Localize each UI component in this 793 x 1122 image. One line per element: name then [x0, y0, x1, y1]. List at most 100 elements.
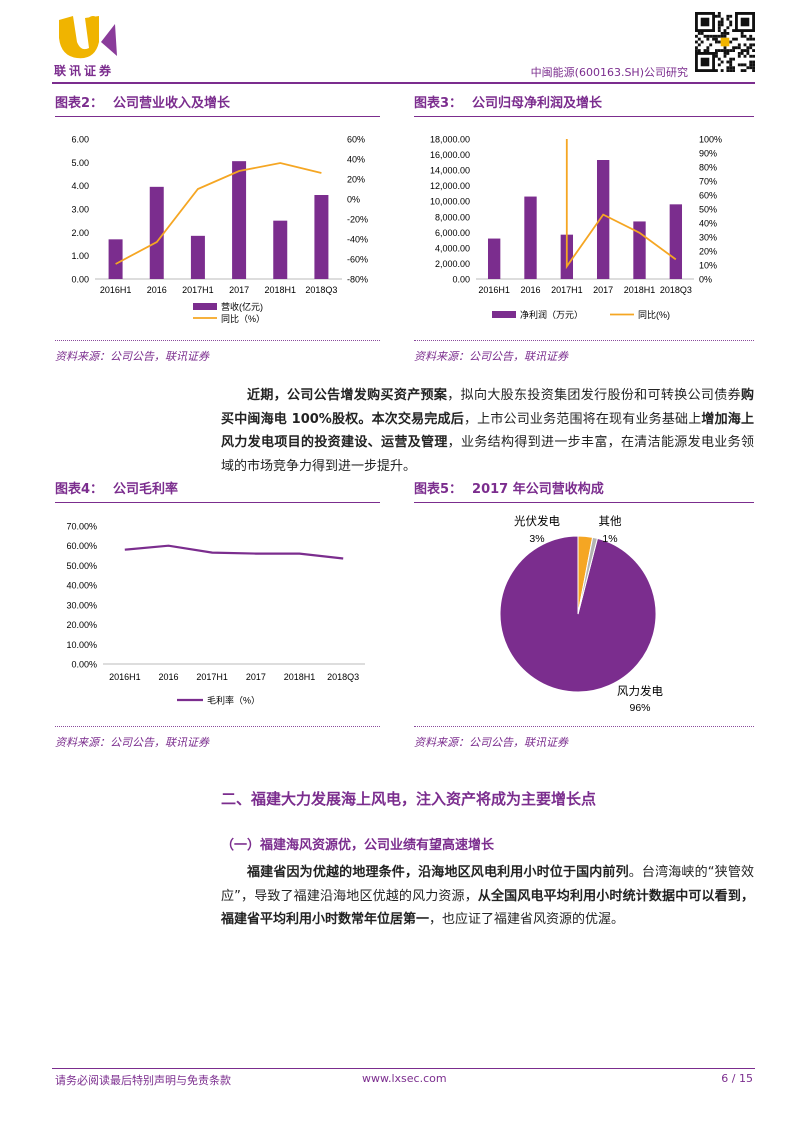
- legend-swatch-revenue: [193, 303, 217, 310]
- fig2-title-text: 公司营业收入及增长: [113, 96, 231, 111]
- fig2-title: 图表2： 公司营业收入及增长: [55, 94, 380, 117]
- fig5-divider: [414, 726, 754, 727]
- y-tick-label: 14,000.00: [430, 166, 470, 176]
- y-tick-label: 20.00%: [66, 620, 97, 630]
- fig5-title-text: 2017 年公司营收构成: [472, 482, 604, 497]
- x-tick-label: 2017H1: [551, 285, 583, 295]
- x-tick-label: 2016H1: [109, 672, 141, 682]
- y2-tick-label: 20%: [699, 247, 717, 257]
- legend-label-growth: 同比（%）: [221, 313, 265, 324]
- y-tick-label: 2,000.00: [435, 259, 470, 269]
- x-tick-label: 2017: [246, 672, 266, 682]
- legend-label-margin: 毛利率（%）: [207, 695, 260, 706]
- fig5-number: 图表5：: [414, 482, 463, 497]
- fig4-title: 图表4： 公司毛利率: [55, 480, 380, 503]
- header-rule: [52, 82, 755, 84]
- y-tick-label: 6.00: [71, 135, 89, 145]
- bar-2016H1: [487, 238, 501, 279]
- y-tick-label: 70.00%: [66, 522, 97, 532]
- margin-line: [124, 544, 344, 560]
- acquisition-paragraph: 近期，公司公告增发购买资产预案，拟向大股东投资集团发行股份和可转换公司债券购买中…: [221, 384, 754, 478]
- fig5-chart: 风力发电 96% 光伏发电 3% 其他 1%: [499, 514, 663, 714]
- y2-tick-label: 40%: [347, 155, 365, 165]
- para1-bold-3: 增加海上风力发电项目的投资建设、运营及管理: [221, 411, 754, 451]
- y2-tick-label: 90%: [699, 149, 717, 159]
- pie-label-wind-pct: 96%: [629, 702, 650, 714]
- y2-tick-label: 60%: [699, 191, 717, 201]
- bar-2016H1: [108, 239, 123, 279]
- footer-rule: [52, 1068, 755, 1069]
- para2-text-1: 。台湾海峡的“狭管效应”，导致了福建沿海地区优越的风力资源，: [221, 865, 754, 904]
- bar-2018Q3: [314, 195, 329, 279]
- qr-center-logo: [720, 37, 730, 47]
- fig2-chart: 0.00 1.00 2.00 3.00 4.00 5.00 6.00 -80% -60% -40%…: [71, 135, 368, 325]
- y-tick-label: 40.00%: [66, 581, 97, 591]
- bar-2016: [524, 196, 537, 279]
- y2-tick-label: -60%: [347, 255, 368, 265]
- fig5-source: 资料来源：公司公告，联讯证券: [414, 736, 568, 749]
- fig3-source: 资料来源：公司公告，联讯证券: [414, 350, 568, 363]
- x-tick-label: 2016: [158, 672, 178, 682]
- y-tick-label: 3.00: [71, 205, 89, 215]
- fig2-number: 图表2：: [55, 96, 104, 111]
- fig4-chart: 0.00% 10.00% 20.00% 30.00% 40.00% 50.00% 60.00…: [66, 522, 365, 706]
- report-label: 中闽能源(600163.SH)公司研究: [530, 66, 688, 79]
- fig2-divider: [55, 340, 380, 341]
- x-tick-label: 2018H1: [624, 285, 656, 295]
- y-tick-label: 16,000.00: [430, 150, 470, 160]
- subsection-heading: （一）福建海风资源优，公司业绩有望高速增长: [221, 838, 495, 853]
- x-tick-label: 2016: [147, 285, 167, 295]
- fig3-chart: 0.00 2,000.00 4,000.00 6,000.00 8,000.00 10,0…: [430, 135, 722, 321]
- y2-tick-label: -20%: [347, 215, 368, 225]
- y-tick-label: 0.00%: [71, 660, 97, 670]
- y2-tick-label: 20%: [347, 175, 365, 185]
- bar-2017H1: [190, 235, 205, 279]
- footer-website[interactable]: www.lxsec.com: [362, 1072, 447, 1085]
- fig4-source: 资料来源：公司公告，联讯证券: [55, 736, 209, 749]
- para1-bold-2: 购买中闽海电 100%股权。本次交易完成后: [221, 388, 754, 427]
- x-tick-label: 2018Q3: [327, 672, 359, 682]
- qr-code: [695, 12, 755, 74]
- y2-tick-label: 60%: [347, 135, 365, 145]
- growth-line: [115, 162, 322, 265]
- y2-tick-label: 0%: [699, 275, 712, 285]
- x-tick-label: 2017: [593, 285, 613, 295]
- legend-label-profit: 净利润（万元）: [520, 309, 583, 320]
- y2-tick-label: 50%: [699, 205, 717, 215]
- fig4-title-text: 公司毛利率: [113, 482, 179, 497]
- y2-tick-label: 80%: [699, 163, 717, 173]
- x-tick-label: 2018Q3: [305, 285, 337, 295]
- y-tick-label: 60.00%: [66, 541, 97, 551]
- legend-label-revenue: 营收(亿元): [221, 301, 263, 312]
- legend-label-growth: 同比(%): [638, 309, 670, 320]
- para1-text-2: ，上市公司业务范围将在现有业务基础上: [463, 411, 702, 427]
- para2-bold-1: 福建省因为优越的地理条件，沿海地区风电利用小时位于国内前列: [247, 865, 629, 880]
- fig4-divider: [55, 726, 380, 727]
- y-tick-label: 50.00%: [66, 561, 97, 571]
- footer-page-number: 6 / 15: [721, 1072, 753, 1085]
- y2-tick-label: 40%: [699, 219, 717, 229]
- y-tick-label: 10,000.00: [430, 197, 470, 207]
- y2-tick-label: 10%: [699, 261, 717, 271]
- y-tick-label: 18,000.00: [430, 135, 470, 145]
- y2-tick-label: -40%: [347, 235, 368, 245]
- wind-resource-paragraph: 福建省因为优越的地理条件，沿海地区风电利用小时位于国内前列。台湾海峡的“狭管效应…: [221, 861, 754, 932]
- company-logo: [55, 12, 125, 64]
- pie-label-solar-pct: 3%: [529, 533, 544, 545]
- pie-slice-other: [577, 536, 599, 615]
- x-tick-label: 2017H1: [182, 285, 214, 295]
- para1-text-3: ，业务结构得到进一步丰富，在清洁能源发电业务领域的市场竞争力得到进一步提升。: [221, 435, 754, 474]
- logo-text: 联讯证券: [54, 64, 115, 78]
- para1-text-1: ，拟向大股东投资集团发行股份和可转换公司债券: [447, 388, 741, 403]
- y-tick-label: 6,000.00: [435, 228, 470, 238]
- fig2-source: 资料来源：公司公告，联讯证券: [55, 350, 209, 363]
- y-tick-label: 12,000.00: [430, 181, 470, 191]
- x-tick-label: 2017: [229, 285, 249, 295]
- y2-tick-label: 70%: [699, 177, 717, 187]
- bar-2018Q3: [669, 204, 683, 279]
- y2-tick-label: 30%: [699, 233, 717, 243]
- y-tick-label: 5.00: [71, 158, 89, 168]
- bar-2017: [232, 161, 247, 279]
- para1-bold-1: 近期，公司公告增发购买资产预案: [247, 388, 448, 403]
- fig3-title: 图表3： 公司归母净利润及增长: [414, 94, 754, 117]
